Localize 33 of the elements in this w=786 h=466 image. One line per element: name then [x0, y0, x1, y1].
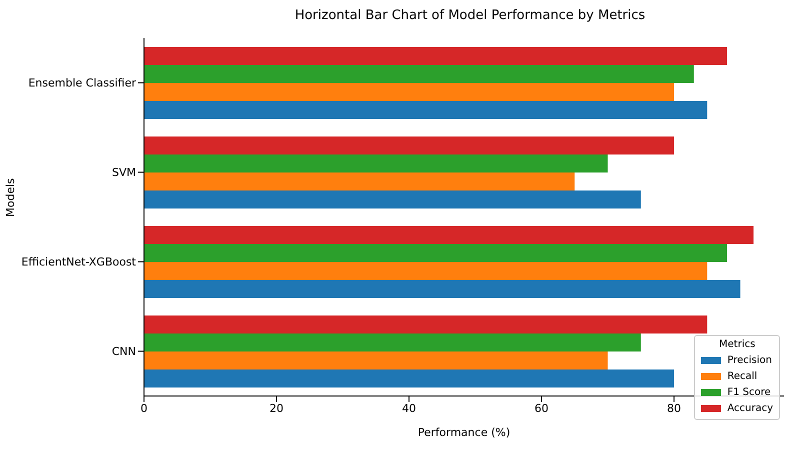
bar: [144, 190, 641, 208]
x-tick-label: 0: [140, 402, 148, 415]
legend-label: Precision: [727, 354, 772, 366]
legend-title: Metrics: [718, 339, 756, 350]
bar: [144, 280, 740, 298]
x-tick-label: 80: [667, 402, 682, 415]
chart-title: Horizontal Bar Chart of Model Performance by Metrics: [294, 8, 646, 23]
x-tick-label: 20: [270, 402, 284, 415]
y-tick-label: Ensemble Classifier: [28, 76, 136, 90]
x-tick-label: 60: [534, 402, 549, 415]
bar: [144, 172, 575, 190]
y-tick-label: CNN: [112, 345, 136, 358]
bar: [144, 244, 728, 262]
y-axis-title: Models: [4, 178, 17, 217]
bar: [144, 64, 694, 83]
bar: [144, 82, 674, 101]
bar: [144, 351, 608, 370]
bar: [144, 226, 754, 244]
bar: [144, 315, 708, 334]
legend-label: F1 Score: [727, 386, 771, 398]
y-tick-label: EfficientNet-XGBoost: [21, 256, 137, 269]
bar: [144, 154, 608, 172]
legend-label: Recall: [727, 370, 758, 382]
bar: [144, 136, 674, 154]
x-axis-title: Performance (%): [418, 426, 510, 439]
bar: [144, 100, 708, 119]
bar: [144, 262, 708, 280]
x-tick-label: 40: [402, 402, 416, 415]
legend-label: Accuracy: [727, 402, 773, 414]
bar: [144, 369, 674, 388]
bar: [144, 46, 728, 65]
bar: [144, 333, 641, 352]
y-tick-label: SVM: [112, 166, 136, 180]
